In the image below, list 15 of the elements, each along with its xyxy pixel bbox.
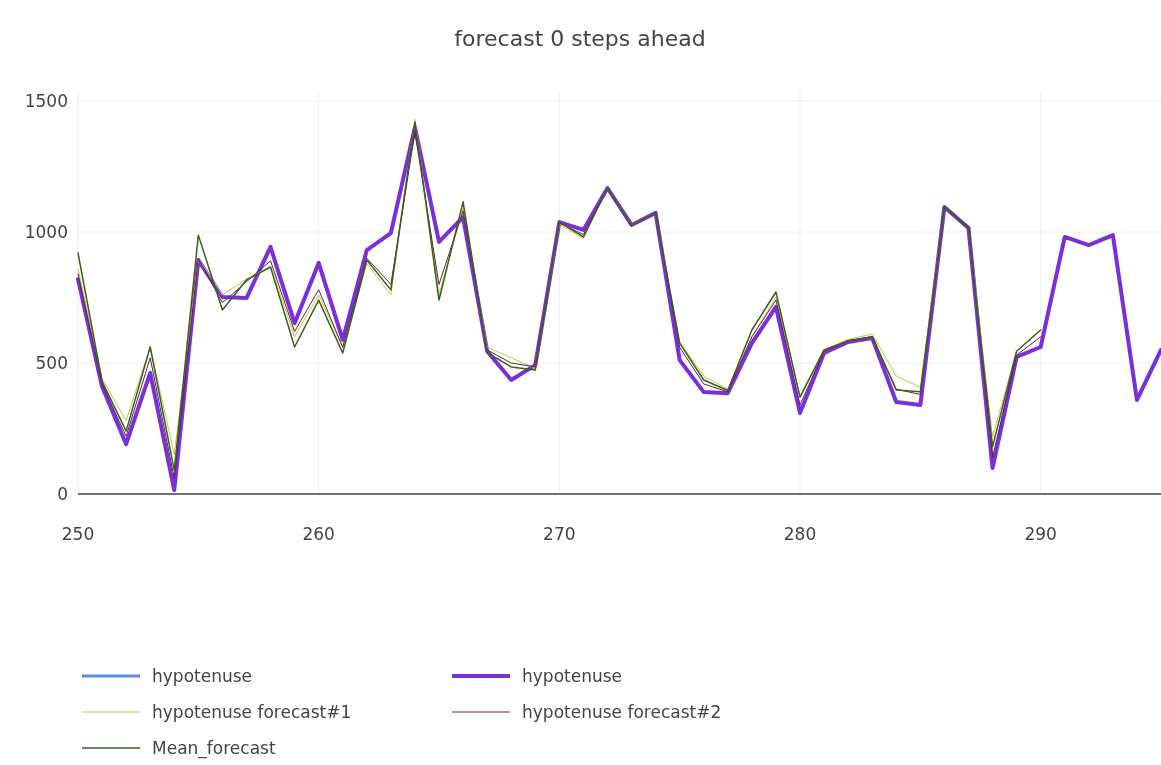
- legend-label: hypotenuse forecast#2: [522, 701, 722, 722]
- chart-title: forecast 0 steps ahead: [454, 26, 706, 51]
- legend-label: hypotenuse forecast#1: [152, 701, 352, 722]
- legend-label: hypotenuse: [522, 665, 623, 686]
- y-tick-label: 1000: [24, 221, 68, 242]
- x-tick-label: 270: [543, 524, 576, 544]
- x-tick-label: 280: [783, 524, 817, 544]
- y-tick-label: 0: [57, 483, 68, 504]
- legend-label: Mean_forecast: [152, 737, 276, 759]
- x-tick-label: 260: [302, 524, 335, 544]
- x-tick-label: 290: [1024, 524, 1057, 544]
- x-tick-label: 250: [61, 524, 95, 544]
- legend-label: hypotenuse: [152, 665, 253, 686]
- y-tick-label: 1500: [24, 90, 68, 111]
- y-tick-label: 500: [35, 352, 68, 373]
